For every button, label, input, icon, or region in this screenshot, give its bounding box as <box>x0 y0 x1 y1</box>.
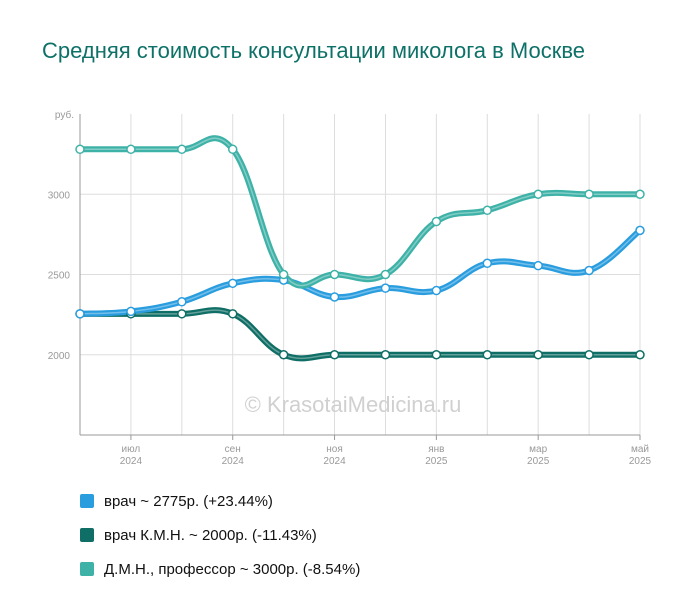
line-chart: 200025003000руб.июл2024сен2024ноя2024янв… <box>48 109 652 467</box>
data-point <box>380 283 391 293</box>
x-tick-label-year: 2025 <box>527 456 550 467</box>
legend-item[interactable]: Д.М.Н., профессор ~ 3000р. (-8.54%) <box>80 552 360 586</box>
data-point <box>380 269 391 280</box>
data-point <box>177 309 187 319</box>
x-tick-label-month: сен <box>225 444 241 455</box>
data-point <box>431 216 442 227</box>
series-line-highlight <box>79 137 640 287</box>
legend-label: Д.М.Н., профессор ~ 3000р. (-8.54%) <box>104 560 361 578</box>
data-point <box>126 144 136 155</box>
data-point <box>431 350 442 360</box>
y-tick-label: 2500 <box>48 271 71 282</box>
legend-swatch <box>80 528 94 542</box>
data-point <box>584 189 594 199</box>
series-line <box>77 135 643 289</box>
data-point <box>227 309 238 319</box>
chart-title: Средняя стоимость консультации миколога … <box>42 38 586 63</box>
data-point <box>380 350 391 360</box>
data-point <box>482 258 493 269</box>
data-point <box>329 350 340 360</box>
data-point <box>635 189 645 199</box>
series-line <box>77 227 643 317</box>
data-point <box>75 144 85 155</box>
data-point <box>177 297 187 307</box>
legend-swatch <box>80 494 94 508</box>
data-point <box>584 350 594 360</box>
data-point <box>177 144 187 155</box>
data-point <box>278 269 289 280</box>
x-tick-label-year: 2025 <box>425 456 448 467</box>
y-tick-label: 3000 <box>48 190 71 201</box>
legend-item[interactable]: врач К.М.Н. ~ 2000р. (-11.43%) <box>80 518 360 552</box>
x-tick-label-month: янв <box>428 444 444 455</box>
data-point <box>75 309 85 319</box>
series-line-highlight <box>80 309 640 360</box>
data-point <box>329 269 340 280</box>
data-point <box>482 205 493 216</box>
x-tick-label-year: 2024 <box>222 456 245 467</box>
data-point <box>431 285 442 296</box>
y-tick-label: 2000 <box>48 351 71 362</box>
x-tick-label-month: май <box>631 444 649 455</box>
x-tick-label-month: мар <box>529 444 547 455</box>
x-tick-label-month: ноя <box>326 444 343 455</box>
data-point <box>329 292 340 302</box>
x-tick-label-year: 2025 <box>629 456 652 467</box>
data-point <box>533 189 543 199</box>
data-point <box>278 350 289 360</box>
legend-item[interactable]: врач ~ 2775р. (+23.44%) <box>80 484 360 518</box>
watermark: © KrasotaiMedicina.ru <box>245 392 462 417</box>
series-line <box>77 307 643 362</box>
data-point <box>584 265 594 276</box>
data-point <box>533 260 543 271</box>
data-point <box>533 350 543 360</box>
x-tick-label-year: 2024 <box>120 456 143 467</box>
data-point <box>126 306 136 317</box>
data-point <box>227 144 238 155</box>
legend-label: врач К.М.Н. ~ 2000р. (-11.43%) <box>104 526 317 544</box>
data-point <box>227 278 238 289</box>
data-point <box>482 350 493 360</box>
y-unit-label: руб. <box>55 109 74 121</box>
data-point <box>635 225 645 236</box>
legend-swatch <box>80 562 94 576</box>
data-point <box>635 350 645 360</box>
x-tick-label-month: июл <box>122 444 141 455</box>
chart-legend: врач ~ 2775р. (+23.44%) врач К.М.Н. ~ 200… <box>80 484 360 586</box>
x-tick-label-year: 2024 <box>323 456 346 467</box>
legend-label: врач ~ 2775р. (+23.44%) <box>104 492 273 510</box>
